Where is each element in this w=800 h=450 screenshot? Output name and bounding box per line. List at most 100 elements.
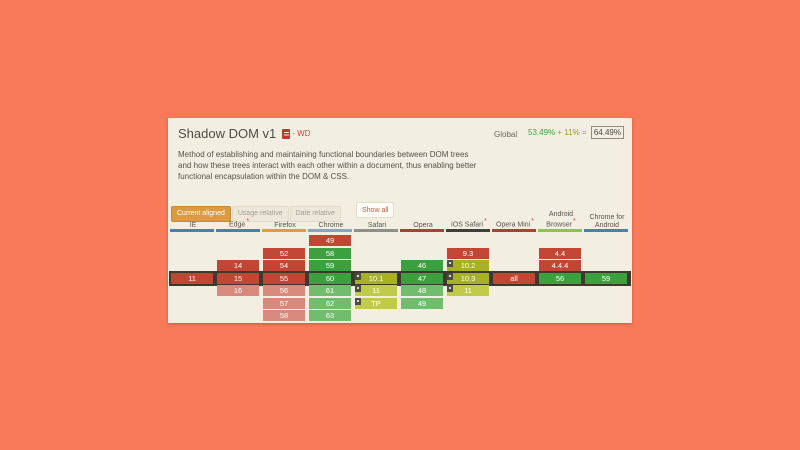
version-label: TP bbox=[371, 298, 381, 308]
version-label: 58 bbox=[279, 311, 289, 320]
version-label: 49 bbox=[325, 236, 335, 245]
support-cell-ios-safari-9-3[interactable]: 9.3 bbox=[447, 247, 489, 259]
version-label: 56 bbox=[279, 286, 289, 295]
version-label: 54 bbox=[279, 261, 289, 270]
version-label: 61 bbox=[325, 286, 335, 295]
support-cell-android-browser-4-4-4[interactable]: 4.4.4 bbox=[539, 260, 581, 271]
view-controls: Current aligned Usage relative Date relati… bbox=[171, 202, 395, 222]
support-cell-opera-46[interactable]: 46 bbox=[401, 260, 443, 271]
version-label: 4.4 bbox=[554, 248, 566, 258]
version-label: 48 bbox=[417, 286, 427, 295]
version-label: 10.1 bbox=[368, 273, 384, 283]
version-label: 59 bbox=[601, 273, 611, 283]
browser-brand-underline bbox=[308, 229, 352, 232]
support-cell-firefox-56[interactable]: 56 bbox=[263, 285, 305, 296]
support-cell-firefox-54[interactable]: 54 bbox=[263, 260, 305, 271]
column-header-opera: Opera bbox=[413, 221, 433, 229]
usage-global-label: Global bbox=[494, 130, 518, 139]
note-asterisk-icon: * bbox=[531, 218, 534, 226]
spec-status-link[interactable]: - WD bbox=[292, 129, 311, 138]
support-cell-firefox-57[interactable]: 57 bbox=[263, 297, 305, 309]
version-label: 60 bbox=[325, 273, 335, 283]
feature-header: Shadow DOM v1 - WD Global 53.49% + 11% = … bbox=[178, 125, 626, 143]
usage-total-value: 64.49% bbox=[590, 126, 624, 139]
column-header-edge: Edge* bbox=[228, 218, 250, 229]
support-cell-ios-safari-10-3[interactable]: 10.3 bbox=[447, 272, 489, 284]
support-cell-opera-mini-all[interactable]: all bbox=[493, 272, 535, 284]
version-label: 62 bbox=[325, 298, 335, 308]
support-cell-opera-49[interactable]: 49 bbox=[401, 297, 443, 309]
browser-brand-underline bbox=[354, 229, 398, 232]
column-header-safari: Safari bbox=[367, 221, 387, 229]
view-button-usage-relative[interactable]: Usage relative bbox=[231, 205, 289, 222]
support-cell-edge-16[interactable]: 16 bbox=[217, 285, 259, 296]
view-button-date-relative[interactable]: Date relative bbox=[289, 205, 341, 222]
show-all-button[interactable]: Show all bbox=[356, 202, 395, 218]
version-label: 58 bbox=[325, 248, 335, 258]
version-label: 52 bbox=[279, 248, 289, 258]
support-cell-safari-10-1[interactable]: 10.1 bbox=[355, 272, 397, 284]
note-flag-icon bbox=[355, 272, 361, 280]
version-label: 15 bbox=[233, 273, 243, 283]
support-cell-chrome-58[interactable]: 58 bbox=[309, 247, 351, 259]
browser-brand-underline bbox=[538, 229, 582, 232]
version-label: 57 bbox=[279, 298, 289, 308]
usage-figures: 53.49% + 11% = 64.49% bbox=[528, 126, 624, 139]
version-label: 10.2 bbox=[460, 261, 476, 270]
support-cell-firefox-58[interactable]: 58 bbox=[263, 310, 305, 321]
version-label: 14 bbox=[233, 261, 243, 270]
note-flag-icon bbox=[447, 285, 453, 292]
browser-brand-underline bbox=[262, 229, 306, 232]
version-label: 11 bbox=[372, 286, 380, 295]
column-header-chrome-for-android: Chrome for Android bbox=[589, 214, 625, 229]
support-cell-ios-safari-10-2[interactable]: 10.2 bbox=[447, 260, 489, 271]
column-header-opera-mini: Opera Mini* bbox=[496, 218, 534, 229]
usage-supported-value: 53.49% bbox=[528, 128, 556, 137]
version-label: 46 bbox=[417, 261, 427, 270]
support-cell-chrome-63[interactable]: 63 bbox=[309, 310, 351, 321]
support-cell-chrome-for-android-59[interactable]: 59 bbox=[585, 272, 627, 284]
column-header-android-browser: Android Browser* bbox=[546, 210, 576, 229]
feature-description: Method of establishing and maintaining f… bbox=[178, 150, 477, 181]
support-cell-firefox-55[interactable]: 55 bbox=[263, 272, 305, 284]
note-flag-icon bbox=[447, 260, 453, 267]
version-label: 59 bbox=[325, 261, 335, 270]
note-asterisk-icon: * bbox=[246, 218, 250, 226]
version-label: 63 bbox=[325, 311, 335, 320]
support-table: IE 11 Edge* 14 15 16 Firefox 52 54 55 56 57 58 Chrome… bbox=[169, 118, 631, 323]
page-title: Shadow DOM v1 bbox=[178, 126, 277, 141]
support-cell-android-browser-4-4[interactable]: 4.4 bbox=[539, 247, 581, 259]
support-cell-firefox-52[interactable]: 52 bbox=[263, 247, 305, 259]
browser-brand-underline bbox=[216, 229, 260, 232]
feature-card: Shadow DOM v1 - WD Global 53.49% + 11% = … bbox=[168, 118, 632, 323]
version-label: 9.3 bbox=[462, 248, 474, 258]
note-flag-icon bbox=[355, 297, 361, 305]
version-label: all bbox=[510, 273, 518, 283]
support-cell-edge-15[interactable]: 15 bbox=[217, 272, 259, 284]
support-cell-android-browser-56[interactable]: 56 bbox=[539, 272, 581, 284]
support-cell-chrome-60[interactable]: 60 bbox=[309, 272, 351, 284]
support-cell-safari-tp[interactable]: TP bbox=[355, 297, 397, 309]
browser-brand-underline bbox=[584, 229, 628, 232]
support-cell-chrome-59[interactable]: 59 bbox=[309, 260, 351, 271]
version-label: 4.4.4 bbox=[551, 261, 569, 270]
column-header-ios-safari: iOS Safari* bbox=[451, 218, 487, 229]
support-cell-chrome-61[interactable]: 61 bbox=[309, 285, 351, 296]
support-cell-chrome-49[interactable]: 49 bbox=[309, 235, 351, 246]
support-cell-ios-safari-11[interactable]: 11 bbox=[447, 285, 489, 296]
support-cell-opera-47[interactable]: 47 bbox=[401, 272, 443, 284]
version-label: 16 bbox=[233, 286, 243, 295]
view-button-current-aligned[interactable]: Current aligned bbox=[171, 205, 231, 222]
support-cell-chrome-62[interactable]: 62 bbox=[309, 297, 351, 309]
version-label: 56 bbox=[555, 273, 565, 283]
support-cell-opera-48[interactable]: 48 bbox=[401, 285, 443, 296]
support-cell-safari-11[interactable]: 11 bbox=[355, 285, 397, 296]
version-label: 49 bbox=[417, 298, 427, 308]
column-header-firefox: Firefox bbox=[274, 221, 296, 229]
column-header-chrome: Chrome bbox=[318, 221, 344, 229]
note-flag-icon bbox=[355, 285, 361, 292]
version-label: 47 bbox=[417, 273, 427, 283]
support-cell-edge-14[interactable]: 14 bbox=[217, 260, 259, 271]
support-cell-ie-11[interactable]: 11 bbox=[171, 272, 213, 284]
version-label: 10.3 bbox=[460, 273, 476, 283]
